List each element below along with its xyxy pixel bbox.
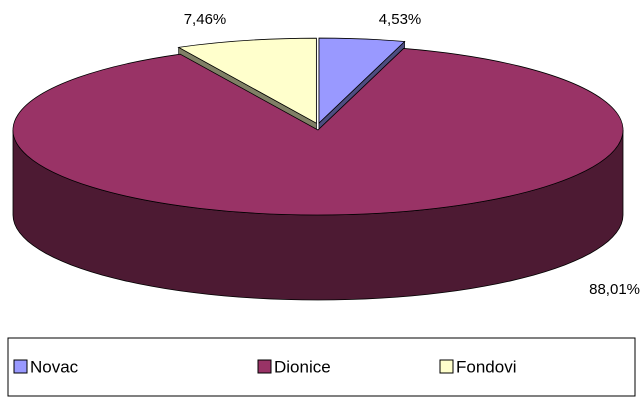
legend-swatch: [13, 359, 28, 374]
data-label: 7,46%: [184, 11, 227, 28]
slice-top: [12, 48, 624, 216]
legend-swatch: [439, 359, 454, 374]
data-label: 4,53%: [379, 11, 422, 28]
legend-label: Fondovi: [456, 357, 516, 376]
slice-top: [318, 37, 406, 125]
legend-swatch: [257, 359, 272, 374]
legend: Novac Dionice Fondovi: [13, 357, 516, 376]
data-label: 88,01%: [589, 281, 640, 298]
legend-label: Novac: [30, 357, 79, 376]
legend-label: Dionice: [274, 357, 331, 376]
legend-box: [7, 337, 636, 397]
pie: 4,53% 88,01% 7,46%: [12, 11, 640, 301]
slice-top: [177, 37, 317, 124]
